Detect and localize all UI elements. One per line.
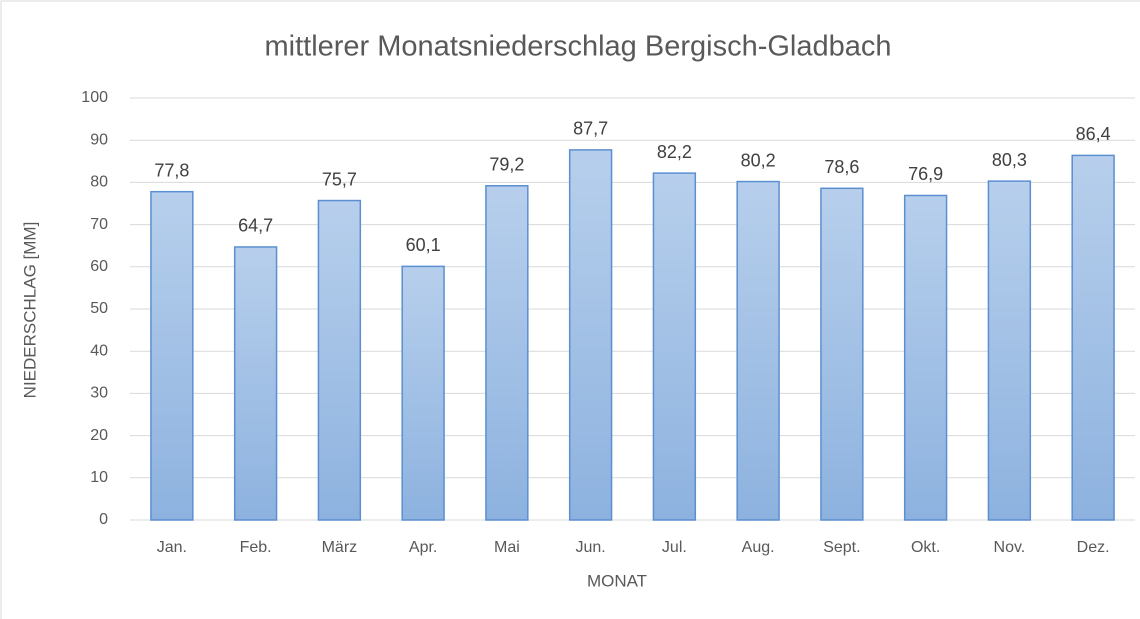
x-tick-label: Sept.	[823, 539, 860, 556]
bar	[233, 246, 278, 521]
bar	[317, 199, 362, 521]
x-tick-label: Apr.	[409, 539, 437, 556]
x-tick-label: Jun.	[576, 539, 606, 556]
chart-title: mittlerer Monatsniederschlag Bergisch-Gl…	[264, 31, 891, 63]
data-label: 82,2	[657, 142, 692, 162]
y-tick-label: 20	[90, 427, 108, 444]
y-tick-label: 0	[99, 511, 108, 528]
data-label: 75,7	[322, 169, 357, 189]
y-tick-label: 30	[90, 385, 108, 402]
data-label: 80,3	[992, 150, 1027, 170]
bar	[903, 194, 948, 521]
x-tick-label: Aug.	[742, 539, 775, 556]
y-tick-label: 90	[90, 131, 108, 148]
x-tick-label: März	[322, 539, 358, 556]
data-label: 64,7	[238, 216, 273, 236]
x-axis-label: MONAT	[587, 571, 647, 590]
bar	[652, 172, 697, 521]
data-label: 78,6	[824, 157, 859, 177]
data-label: 60,1	[406, 235, 441, 255]
y-tick-label: 60	[90, 258, 108, 275]
data-label: 76,9	[908, 164, 943, 184]
bar	[150, 190, 194, 521]
y-tick-label: 70	[90, 216, 108, 233]
bar	[987, 180, 1032, 521]
bar	[568, 149, 613, 521]
x-tick-label: Jul.	[662, 539, 687, 556]
y-tick-label: 100	[81, 89, 108, 106]
y-tick-label: 50	[90, 300, 108, 317]
bar	[485, 185, 529, 521]
bar	[820, 187, 864, 521]
data-label: 87,7	[573, 119, 608, 139]
y-tick-label: 10	[90, 469, 108, 486]
bar	[736, 180, 780, 521]
x-tick-label: Okt.	[911, 539, 940, 556]
x-tick-label: Nov.	[994, 539, 1026, 556]
y-tick-label: 40	[90, 342, 108, 359]
y-axis-label: NIEDERSCHLAG [MM]	[20, 222, 39, 399]
data-label: 86,4	[1076, 124, 1111, 144]
data-label: 79,2	[489, 155, 524, 175]
x-tick-label: Feb.	[240, 539, 272, 556]
x-tick-label: Jan.	[157, 539, 187, 556]
x-tick-label: Mai	[494, 539, 520, 556]
data-label: 80,2	[741, 150, 776, 170]
bar	[1071, 154, 1115, 521]
data-label: 77,8	[154, 160, 189, 180]
x-tick-label: Dez.	[1077, 539, 1110, 556]
bar	[401, 265, 445, 521]
y-tick-label: 80	[90, 174, 108, 191]
